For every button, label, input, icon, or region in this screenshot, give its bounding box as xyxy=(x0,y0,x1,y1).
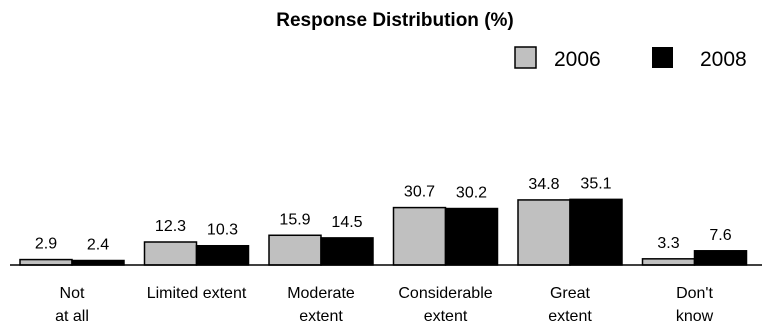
value-label-2006-6: 3.3 xyxy=(657,235,679,252)
bar-2006-2 xyxy=(143,241,198,266)
value-label-2008-3: 14.5 xyxy=(331,214,362,231)
value-label-2006-4: 30.7 xyxy=(404,184,435,201)
plot-area: 2.9 2.4 Not at all 12.3 10.3 Limited extent 15.… xyxy=(19,175,748,325)
bar-2008-3 xyxy=(320,237,374,266)
category-label-3-line-1: Moderate xyxy=(287,285,355,302)
category-label-1-line-2: at all xyxy=(55,308,89,325)
legend: 2006 2008 xyxy=(514,46,747,71)
category-label-3-line-2: extent xyxy=(299,308,343,325)
category-label-6-line-2: know xyxy=(676,308,714,325)
bar-2008-2 xyxy=(195,244,250,266)
legend-swatch-2008 xyxy=(652,47,673,68)
category-label-5-line-2: extent xyxy=(548,308,592,325)
legend-label-2006: 2006 xyxy=(554,48,601,71)
chart-title: Response Distribution (%) xyxy=(276,10,514,31)
category-label-2: Limited extent xyxy=(147,285,247,302)
value-label-2008-5: 35.1 xyxy=(580,175,611,192)
bar-2008-5 xyxy=(569,198,623,266)
bar-2008-6 xyxy=(693,250,748,266)
bar-2006-6 xyxy=(641,258,696,266)
bar-2006-4 xyxy=(392,206,447,266)
value-label-2008-6: 7.6 xyxy=(709,227,731,244)
category-label-1-line-1: Not xyxy=(60,285,85,302)
value-label-2008-2: 10.3 xyxy=(207,222,238,239)
value-label-2006-1: 2.9 xyxy=(35,236,57,253)
category-label-6-line-1: Don't xyxy=(676,285,713,302)
bar-2006-5 xyxy=(517,199,571,266)
value-label-2006-2: 12.3 xyxy=(155,218,186,235)
legend-label-2008: 2008 xyxy=(700,48,747,71)
legend-swatch-2006 xyxy=(514,46,537,69)
bar-2006-1 xyxy=(19,258,73,266)
bar-2008-4 xyxy=(444,207,499,266)
value-label-2008-1: 2.4 xyxy=(87,237,109,254)
value-label-2008-4: 30.2 xyxy=(456,185,487,202)
category-label-5-line-1: Great xyxy=(550,285,591,302)
category-label-4-line-2: extent xyxy=(424,308,468,325)
value-label-2006-3: 15.9 xyxy=(279,211,310,228)
value-label-2006-5: 34.8 xyxy=(528,176,559,193)
bar-2006-3 xyxy=(268,234,322,266)
category-label-4-line-1: Considerable xyxy=(398,285,492,302)
